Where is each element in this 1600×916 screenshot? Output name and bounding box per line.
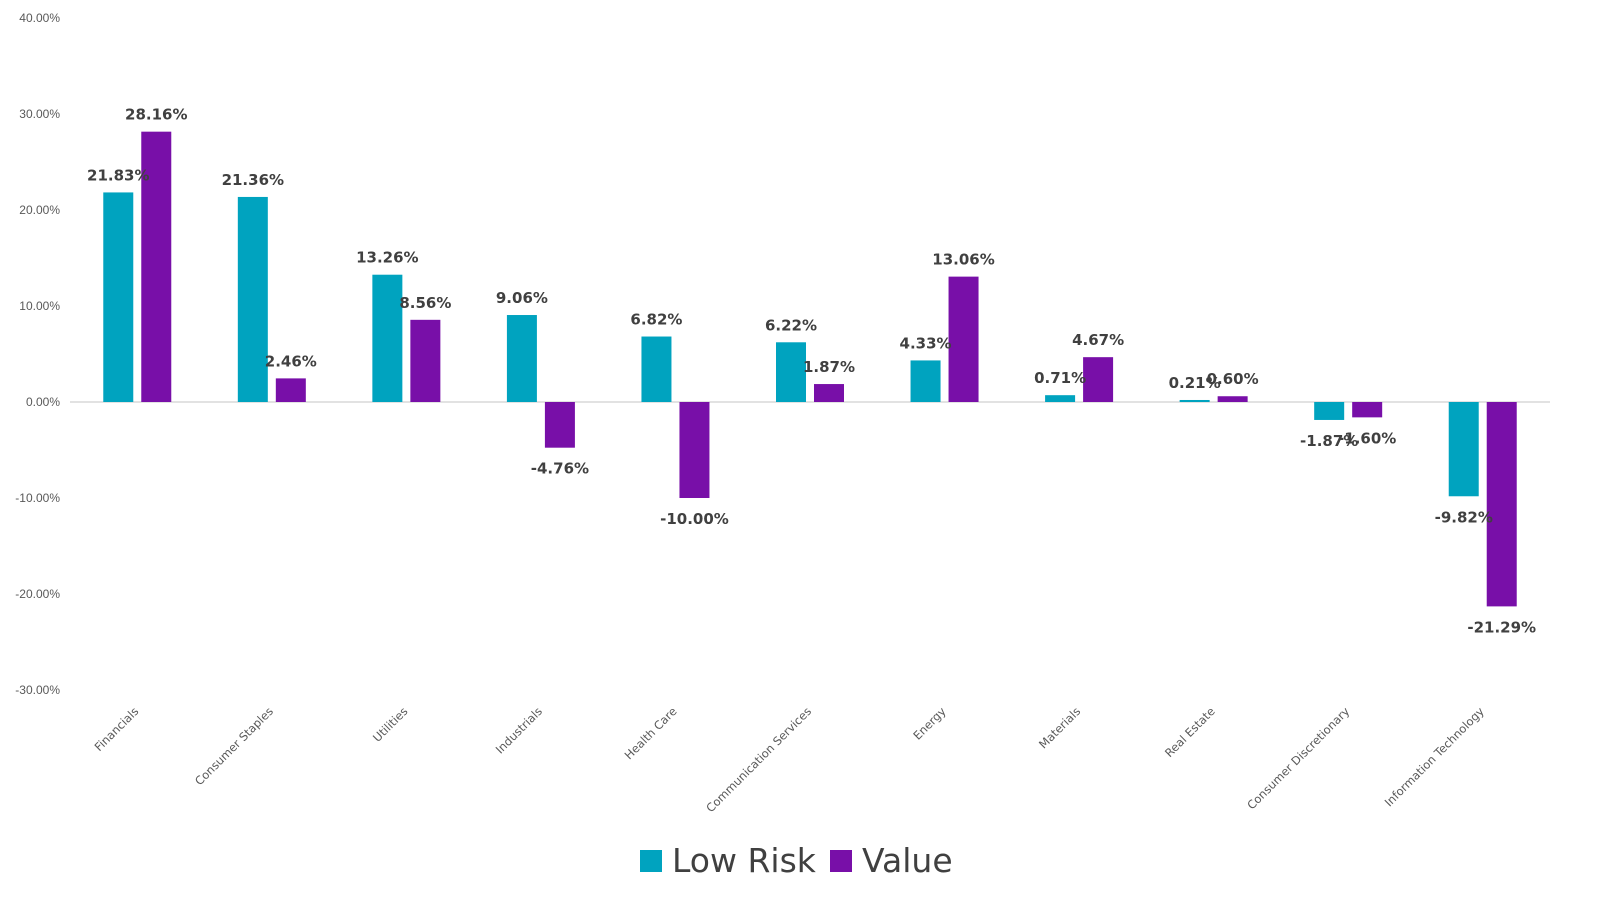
y-tick-label: 10.00% xyxy=(19,299,60,313)
data-label: 4.67% xyxy=(1072,331,1124,349)
bar-value-materials xyxy=(1083,357,1114,402)
data-label: -10.00% xyxy=(660,510,729,528)
x-tick-label: Utilities xyxy=(370,704,411,745)
y-tick-label: -10.00% xyxy=(15,491,60,505)
data-label: 0.60% xyxy=(1207,370,1259,388)
bar-value-financials xyxy=(141,131,172,402)
y-axis: 40.00% 30.00% 20.00% 10.00% 0.00% -10.00% -20.… xyxy=(15,11,60,697)
x-tick-label: Energy xyxy=(910,704,949,743)
y-tick-label: -30.00% xyxy=(15,683,60,697)
data-label: -21.29% xyxy=(1467,618,1536,636)
bar-value-information-technology xyxy=(1486,402,1517,607)
x-tick-label: Health Care xyxy=(622,704,680,762)
bar-value-consumer-staples xyxy=(275,378,306,402)
bar-value-energy xyxy=(948,276,979,402)
data-label: 9.06% xyxy=(496,289,548,307)
data-label: 8.56% xyxy=(399,294,451,312)
bar-value-real-estate xyxy=(1217,396,1248,402)
data-label: -1.87% xyxy=(1300,432,1358,450)
y-tick-label: 0.00% xyxy=(26,395,60,409)
bar-low-risk-utilities xyxy=(372,274,403,402)
bar-low-risk-materials xyxy=(1045,395,1076,402)
data-label: 13.06% xyxy=(932,251,994,269)
bar-low-risk-financials xyxy=(103,192,134,402)
bar-low-risk-real-estate xyxy=(1179,399,1210,402)
bar-low-risk-information-technology xyxy=(1448,402,1479,497)
data-labels: 21.83% 28.16% 21.36% 2.46% 13.26% 8.56% 9.06% -… xyxy=(87,106,1536,637)
x-tick-label: Consumer Staples xyxy=(192,704,276,788)
bar-low-risk-industrials xyxy=(506,315,537,402)
bars xyxy=(103,131,1517,607)
bar-low-risk-consumer-staples xyxy=(237,196,268,402)
bar-low-risk-energy xyxy=(910,360,941,402)
bar-value-communication-services xyxy=(814,384,844,402)
data-label: -9.82% xyxy=(1435,508,1493,526)
y-tick-label: 40.00% xyxy=(19,11,60,25)
data-label: 1.87% xyxy=(803,358,855,376)
data-label: 0.71% xyxy=(1034,369,1086,387)
data-label: 6.22% xyxy=(765,316,817,334)
x-tick-label: Real Estate xyxy=(1162,704,1218,760)
bar-value-utilities xyxy=(410,319,441,402)
legend-swatch-value xyxy=(830,850,852,872)
y-tick-label: 30.00% xyxy=(19,107,60,121)
bar-value-health-care xyxy=(679,402,710,498)
x-tick-label: Consumer Discretionary xyxy=(1244,704,1352,812)
data-label: 21.83% xyxy=(87,166,149,184)
bar-low-risk-consumer-discretionary xyxy=(1314,402,1345,420)
data-label: 0.21% xyxy=(1169,374,1221,392)
legend-label-low-risk: Low Risk xyxy=(672,841,817,880)
data-label: 28.16% xyxy=(125,106,187,124)
bar-low-risk-health-care xyxy=(641,336,672,402)
data-label: 6.82% xyxy=(630,311,682,329)
legend-swatch-low-risk xyxy=(640,850,662,872)
x-tick-label: Materials xyxy=(1036,704,1083,751)
bar-value-consumer-discretionary xyxy=(1352,402,1383,418)
x-tick-label: Communication Services xyxy=(703,704,814,815)
x-tick-label: Information Technology xyxy=(1382,704,1487,809)
data-label: -4.76% xyxy=(531,460,589,478)
data-label: 4.33% xyxy=(900,334,952,352)
legend: Low Risk Value xyxy=(640,841,953,880)
x-tick-label: Financials xyxy=(92,704,142,754)
bar-low-risk-communication-services xyxy=(776,342,806,402)
bar-value-industrials xyxy=(544,402,575,448)
data-label: 13.26% xyxy=(356,249,418,267)
y-tick-label: -20.00% xyxy=(15,587,60,601)
data-label: 2.46% xyxy=(265,352,317,370)
legend-label-value: Value xyxy=(862,841,953,880)
data-label: -1.60% xyxy=(1338,429,1396,447)
x-tick-label: Industrials xyxy=(493,704,545,756)
data-label: 21.36% xyxy=(222,171,284,189)
y-tick-label: 20.00% xyxy=(19,203,60,217)
x-axis: Financials Consumer Staples Utilities Indus… xyxy=(92,704,1487,815)
